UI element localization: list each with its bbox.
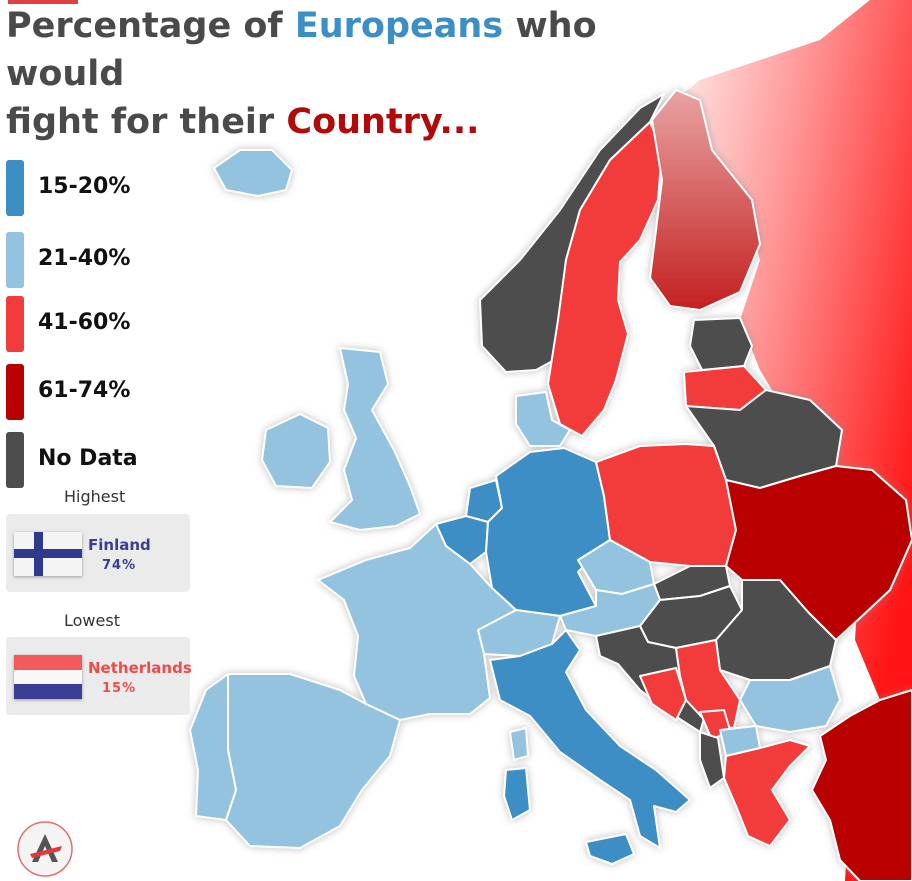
legend-label: 15-20% (38, 174, 131, 199)
lowest-label: Lowest (64, 611, 120, 630)
highest-value: 74% (102, 558, 137, 573)
netherlands-flag-icon (14, 655, 82, 699)
region-ukraine (725, 465, 912, 641)
region-finland (649, 89, 761, 311)
region-portugal (189, 673, 237, 821)
region-corsica (509, 727, 529, 761)
legend-swatch (6, 160, 24, 216)
legend-swatch (6, 364, 24, 420)
region-italy (489, 629, 691, 849)
title-part2: Europeans (294, 6, 504, 46)
highest-card: Finland 74% (6, 514, 190, 592)
region-bulgaria (739, 665, 841, 733)
region-albania (699, 731, 725, 789)
highest-label: Highest (64, 487, 126, 506)
legend-item: 41-60% (6, 296, 266, 352)
region-greece (723, 739, 811, 847)
title-part5: Country... (286, 102, 480, 142)
region-bosnia (639, 667, 687, 721)
highest-country: Finland (88, 536, 151, 554)
top-accent-tab (8, 0, 78, 4)
region-uk (329, 347, 421, 531)
legend-item: 61-74% (6, 364, 266, 420)
region-romania (715, 579, 837, 681)
lowest-country: Netherlands (88, 659, 192, 677)
region-denmark (515, 391, 571, 447)
title-part4: fight for their (6, 102, 287, 142)
legend-item: 21-40% (6, 232, 266, 288)
region-russia (650, 0, 912, 881)
legend-swatch (6, 432, 24, 488)
region-estonia-latvia (689, 317, 753, 371)
legend-label: 21-40% (38, 246, 131, 271)
legend-label: 41-60% (38, 310, 131, 335)
region-france (317, 523, 517, 721)
lowest-card: Netherlands 15% (6, 637, 192, 715)
legend-item: 15-20% (6, 160, 266, 216)
legend-swatch (6, 296, 24, 352)
legend-swatch (6, 232, 24, 288)
region-austria (559, 583, 661, 637)
legend-label: No Data (38, 446, 138, 471)
title-part1: Percentage of (6, 6, 295, 46)
page-title: Percentage of Europeans who would fight … (6, 2, 706, 146)
lowest-value: 15% (102, 681, 137, 696)
brand-logo-icon (17, 821, 73, 877)
region-iceland (213, 149, 293, 197)
finland-flag-icon (14, 532, 82, 576)
region-sicily (585, 833, 635, 865)
region-sweden (547, 121, 663, 437)
legend-label: 61-74% (38, 378, 131, 403)
region-turkey (811, 689, 912, 881)
title-part3: who would (6, 6, 597, 94)
region-sardinia (503, 767, 531, 821)
region-germany (485, 447, 611, 617)
legend-item: No Data (6, 432, 266, 488)
region-ireland (261, 413, 331, 489)
